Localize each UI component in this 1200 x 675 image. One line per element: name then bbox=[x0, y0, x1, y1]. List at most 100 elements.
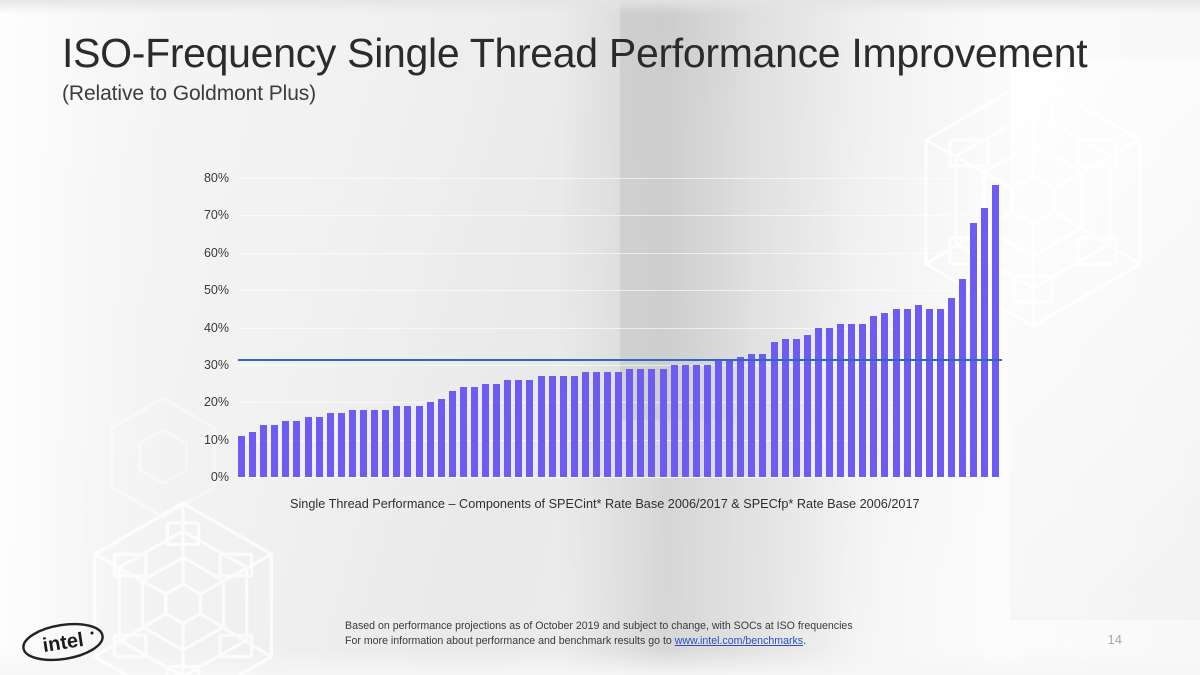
gridline bbox=[238, 477, 1000, 478]
bar bbox=[548, 376, 556, 477]
y-axis-tick-label: 50% bbox=[203, 283, 229, 298]
bar bbox=[271, 424, 279, 477]
bar bbox=[437, 398, 445, 477]
bar bbox=[426, 402, 434, 477]
bar bbox=[781, 338, 789, 477]
bar bbox=[692, 364, 700, 477]
bar bbox=[526, 379, 534, 477]
bar bbox=[348, 409, 356, 477]
bar bbox=[803, 334, 811, 477]
bar bbox=[859, 323, 867, 477]
bar bbox=[870, 316, 878, 477]
bar bbox=[881, 312, 889, 477]
bar bbox=[360, 409, 368, 477]
hexagon-watermark-icon bbox=[88, 498, 278, 675]
bar bbox=[482, 383, 490, 477]
gridline bbox=[238, 178, 1000, 179]
bar bbox=[260, 424, 268, 477]
bar bbox=[404, 406, 412, 477]
bar bbox=[570, 376, 578, 477]
background-gradient-band bbox=[1010, 60, 1200, 620]
bar bbox=[903, 308, 911, 477]
bar-chart: 80% 70% 60% 50% 40% 30% 20% 10% 0% Single Thread… bbox=[190, 165, 1020, 511]
bar bbox=[948, 297, 955, 477]
bar bbox=[670, 364, 678, 477]
bar bbox=[814, 327, 822, 477]
bar bbox=[515, 379, 523, 477]
bar bbox=[925, 308, 933, 477]
bar bbox=[315, 417, 323, 477]
bar bbox=[848, 323, 856, 477]
bar bbox=[703, 364, 711, 477]
bar bbox=[615, 372, 623, 477]
footnote: Based on performance projections as of O… bbox=[345, 619, 853, 648]
footnote-line-2-suffix: . bbox=[803, 634, 807, 647]
bar bbox=[537, 376, 545, 477]
footnote-line-2-prefix: For more information about performance a… bbox=[345, 634, 675, 647]
bar bbox=[748, 353, 756, 477]
page-title: ISO-Frequency Single Thread Performance … bbox=[62, 30, 1088, 76]
bar bbox=[770, 342, 778, 477]
bar bbox=[382, 409, 390, 477]
bar bbox=[825, 327, 833, 477]
bar bbox=[559, 376, 567, 477]
bar bbox=[326, 413, 334, 477]
bar bbox=[992, 185, 1000, 477]
bar bbox=[626, 368, 634, 477]
chart-plot-area: 80% 70% 60% 50% 40% 30% 20% 10% 0% bbox=[204, 171, 1002, 484]
svg-text:intel: intel bbox=[41, 629, 85, 657]
average-reference-line bbox=[238, 359, 1002, 362]
page-number: 14 bbox=[1107, 632, 1122, 647]
bar bbox=[914, 305, 922, 477]
bar bbox=[337, 413, 345, 477]
y-axis-tick-label: 80% bbox=[203, 171, 229, 185]
y-axis-tick-label: 40% bbox=[203, 320, 229, 335]
bar bbox=[604, 372, 612, 477]
bar bbox=[448, 391, 456, 477]
y-axis-tick-label: 0% bbox=[210, 470, 229, 484]
gridline bbox=[238, 364, 1000, 366]
bar bbox=[415, 406, 423, 477]
gridline bbox=[238, 290, 1000, 292]
bar bbox=[371, 409, 379, 477]
bar bbox=[648, 368, 656, 477]
bar bbox=[981, 207, 989, 477]
chart-caption: Single Thread Performance – Components o… bbox=[290, 497, 920, 511]
y-axis-tick-label: 60% bbox=[203, 245, 229, 260]
slide-header: ISO-Frequency Single Thread Performance … bbox=[62, 30, 1088, 106]
bar bbox=[249, 432, 257, 477]
footnote-line-1: Based on performance projections as of O… bbox=[345, 620, 853, 632]
bar bbox=[659, 368, 667, 477]
bar bbox=[504, 379, 512, 477]
bar bbox=[393, 406, 401, 477]
bar bbox=[470, 387, 478, 477]
bar bbox=[304, 417, 312, 477]
bar bbox=[792, 338, 800, 477]
benchmarks-link[interactable]: www.intel.com/benchmarks bbox=[674, 634, 804, 647]
bar bbox=[936, 308, 944, 477]
chart-bars bbox=[238, 178, 1000, 477]
bar bbox=[759, 353, 767, 477]
bar bbox=[282, 420, 290, 477]
bar bbox=[737, 357, 745, 477]
bar bbox=[293, 420, 301, 477]
bar bbox=[637, 368, 645, 477]
bar bbox=[238, 435, 245, 477]
background-gradient-band bbox=[0, 0, 1200, 14]
bar bbox=[681, 364, 689, 477]
page-subtitle: (Relative to Goldmont Plus) bbox=[62, 82, 317, 106]
bar bbox=[459, 387, 467, 477]
y-axis-tick-label: 10% bbox=[203, 432, 229, 447]
bar bbox=[581, 372, 589, 477]
bar bbox=[715, 361, 723, 477]
gridline bbox=[238, 252, 1000, 254]
background-gradient-band bbox=[0, 649, 1200, 675]
y-axis-tick-label: 20% bbox=[203, 395, 229, 410]
gridline bbox=[238, 327, 1000, 329]
bar bbox=[959, 278, 967, 477]
bar bbox=[892, 308, 900, 477]
bar bbox=[970, 222, 978, 477]
y-axis-tick-label: 30% bbox=[203, 357, 229, 372]
intel-logo: intel bbox=[20, 620, 106, 669]
